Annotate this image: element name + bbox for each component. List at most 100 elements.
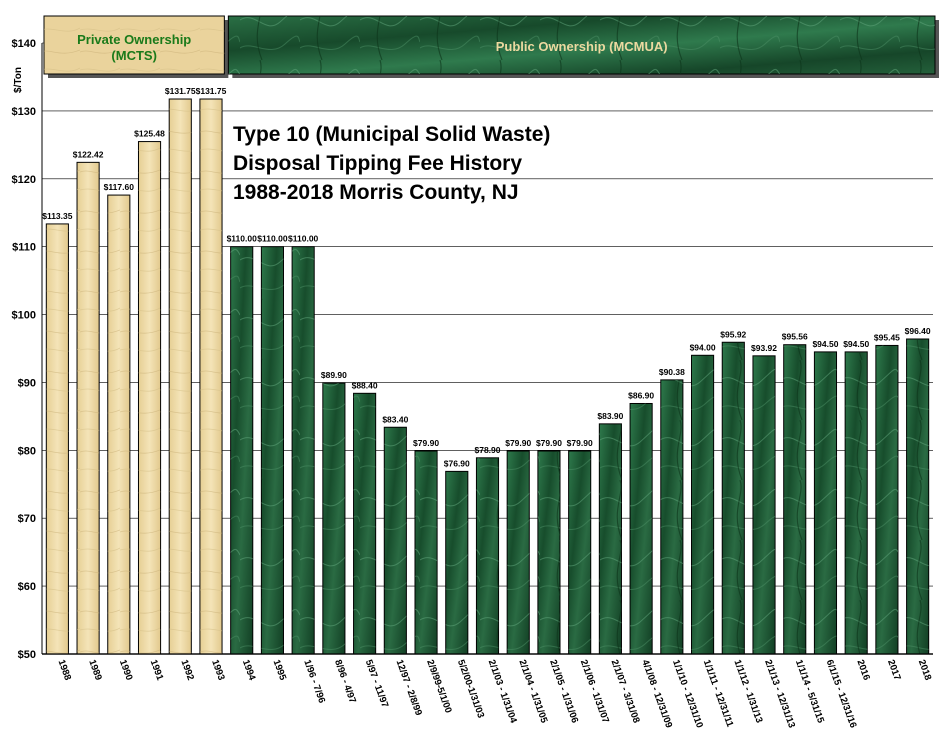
bar-texture [322, 383, 345, 654]
bar-texture [46, 223, 69, 654]
public-banner-label: Public Ownership (MCMUA) [496, 39, 668, 54]
bar-texture [599, 423, 622, 654]
private-banner-texture [44, 16, 225, 74]
ownership-banners: Private Ownership(MCTS) Public Ownership … [43, 15, 939, 78]
x-tick-label: 1/1/12 - 1/31/13 [731, 658, 764, 724]
bar-texture [906, 338, 929, 654]
x-tick-label: 2/1/13 - 12/31/13 [762, 658, 797, 729]
data-label: $86.90 [628, 390, 654, 400]
data-label: $94.00 [690, 342, 716, 352]
data-label: $90.38 [659, 367, 685, 377]
data-label: $110.00 [257, 234, 288, 244]
data-label: $131.75 [196, 86, 227, 96]
data-label: $79.90 [413, 438, 439, 448]
bar-texture [845, 351, 868, 654]
y-tick-label: $120 [12, 174, 36, 186]
private-banner-label: (MCTS) [111, 48, 157, 63]
x-tick-label: 5/97 - 11/97 [363, 658, 391, 709]
y-tick-label: $140 [12, 38, 36, 50]
data-label: $79.90 [536, 438, 562, 448]
data-label: $95.92 [720, 329, 746, 339]
bar-texture [537, 451, 561, 654]
x-tick-label: 1/96 - 7/96 [301, 658, 327, 704]
data-label: $96.40 [905, 326, 931, 336]
public-banner-texture [228, 16, 935, 74]
bar-texture [660, 379, 683, 654]
x-tick-label: 1/1/14 - 5/31/15 [793, 658, 826, 725]
data-label: $76.90 [444, 458, 470, 468]
x-tick-label: 1990 [117, 658, 135, 682]
chart-title-line: 1988-2018 Morris County, NJ [233, 181, 519, 204]
data-label: $89.90 [321, 370, 347, 380]
x-tick-label: 2018 [916, 658, 934, 682]
y-tick-label: $70 [18, 513, 36, 525]
bar-texture [353, 393, 376, 654]
x-tick-label: 1995 [271, 658, 289, 682]
y-tick-label: $90 [18, 377, 36, 389]
y-axis-label: $/Ton [13, 67, 24, 93]
private-banner-label: Private Ownership [77, 32, 191, 47]
x-tick-label: 5/2/00-1/31/03 [455, 658, 486, 719]
x-tick-label: 1989 [86, 658, 104, 682]
data-label: $83.40 [382, 414, 408, 424]
data-label: $94.50 [812, 339, 838, 349]
data-labels: $113.35 $122.42 $117.60 $125.48 $131.75 $131.… [42, 86, 931, 468]
x-tick-label: 6/1/15 - 12/31/16 [824, 658, 859, 729]
x-tick-label: 1993 [209, 658, 227, 682]
bar-texture [752, 355, 776, 654]
x-tick-label: 1994 [240, 658, 258, 682]
x-tick-label: 2/9/99-5/1/00 [424, 658, 453, 714]
data-label: $117.60 [104, 182, 135, 192]
data-label: $110.00 [227, 234, 258, 244]
y-tick-label: $50 [18, 649, 36, 661]
x-tick-label: 1/1/11 - 12/31/11 [701, 658, 736, 729]
chart-title-line: Type 10 (Municipal Solid Waste) [233, 123, 550, 146]
x-tick-label: 2/1/04 - 1/31/05 [516, 658, 549, 725]
bar-texture [138, 141, 161, 655]
bar-texture [783, 344, 806, 654]
y-tick-label: $110 [12, 242, 36, 254]
bar-texture [630, 403, 653, 654]
bar-texture [814, 351, 837, 654]
bar-texture [722, 342, 745, 654]
bar-texture [384, 427, 407, 654]
bars [45, 98, 930, 655]
bar-texture [476, 457, 499, 654]
x-tick-label: 12/97 - 2/8/99 [394, 658, 424, 717]
data-label: $110.00 [288, 234, 319, 244]
bar-texture [169, 99, 192, 655]
y-tick-label: $100 [12, 310, 36, 322]
x-tick-label: 2/1/06 - 1/31/07 [578, 658, 611, 724]
data-label: $113.35 [42, 211, 73, 221]
x-tick-label: 4/1/08 - 12/31/09 [639, 658, 674, 729]
x-tick-label: 1992 [178, 658, 196, 682]
bar-texture [414, 451, 438, 654]
data-label: $125.48 [134, 129, 165, 139]
y-tick-label: $80 [18, 445, 36, 457]
data-label: $93.92 [751, 343, 777, 353]
data-label: $78.90 [475, 445, 501, 455]
x-tick-label: 2/1/03 - 1/31/04 [486, 658, 519, 725]
y-tick-label: $60 [18, 581, 36, 593]
x-tick-label: 1988 [56, 658, 74, 682]
x-tick-label: 8/96 - 4/97 [332, 658, 358, 704]
x-tick-label: 2/1/07 - 3/31/08 [609, 658, 642, 724]
bar-texture [445, 471, 468, 654]
data-label: $122.42 [73, 149, 104, 159]
bar-texture [292, 246, 315, 654]
data-label: $88.40 [352, 380, 378, 390]
data-label: $95.56 [782, 332, 808, 342]
data-label: $95.45 [874, 332, 900, 342]
chart-title: Type 10 (Municipal Solid Waste) Disposal … [233, 123, 550, 204]
y-tick-label: $130 [12, 106, 36, 118]
data-label: $79.90 [505, 438, 531, 448]
data-label: $131.75 [165, 86, 196, 96]
bar-texture [691, 355, 714, 654]
bar-texture [507, 451, 530, 654]
bar-texture [230, 246, 253, 654]
x-tick-label: 2016 [854, 658, 872, 682]
x-tick-label: 1991 [148, 658, 166, 682]
bar-texture [875, 345, 898, 654]
